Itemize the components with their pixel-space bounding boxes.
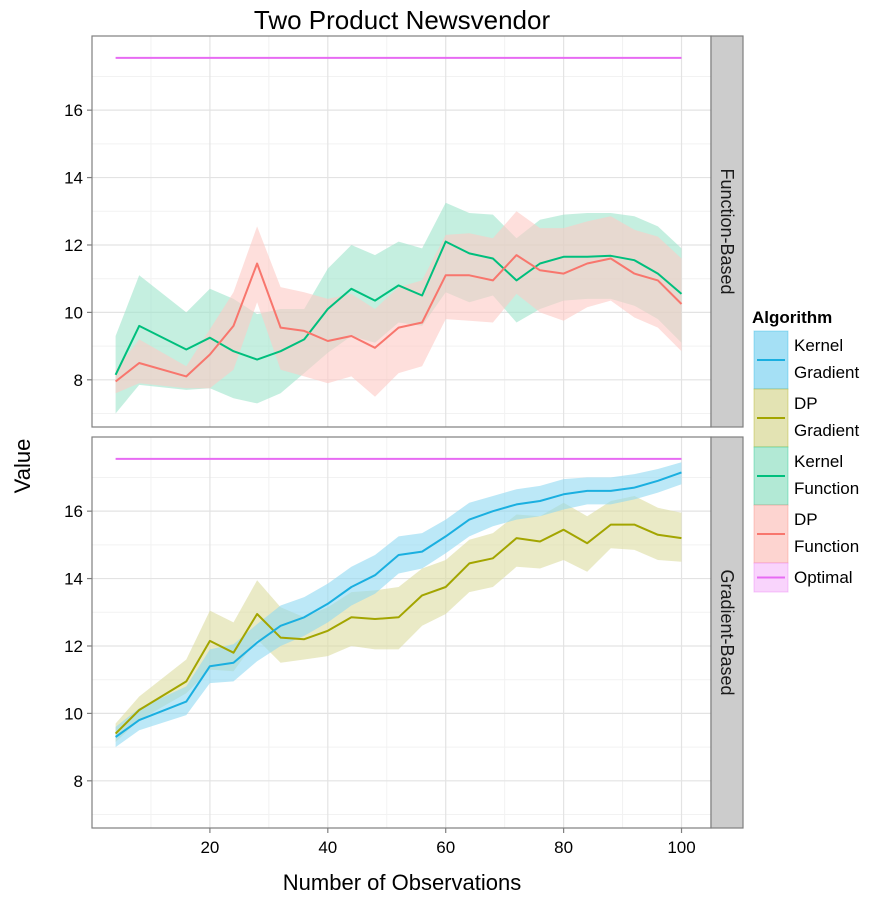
strip-label: Function-Based (717, 168, 737, 294)
strip-label: Gradient-Based (717, 569, 737, 695)
legend-item-optimal: Optimal (753, 562, 853, 593)
y-tick-label: 14 (64, 169, 83, 188)
legend-label: Kernel (794, 452, 843, 471)
strip-background (710, 35, 744, 428)
y-axis-title: Value (10, 439, 35, 494)
x-tick-label: 60 (436, 838, 455, 857)
legend-label: Optimal (794, 568, 853, 587)
panel-function-based: Function-Based 8 10 12 14 16 (64, 35, 744, 428)
y-tick-label: 16 (64, 101, 83, 120)
x-tick-label: 100 (667, 838, 695, 857)
ribbon-dp-function (115, 211, 682, 397)
panels: Function-Based 8 10 12 14 16 Gradient-Based 8 10… (64, 35, 744, 857)
legend-label: Gradient (794, 363, 859, 382)
legend-label: Kernel (794, 336, 843, 355)
line-kernel-function (114, 240, 683, 376)
line-kernel-gradient (115, 471, 682, 738)
legend-item-kernel-function: Kernel Function (753, 446, 859, 506)
legend: Algorithm Kernel Gradient DP Gradient Kernel F… (752, 308, 859, 593)
y-tick-label: 12 (64, 236, 83, 255)
legend-title: Algorithm (752, 308, 832, 327)
legend-item-kernel-gradient: Kernel Gradient (753, 330, 859, 390)
x-tick-label: 40 (318, 838, 337, 857)
legend-label: Function (794, 479, 859, 498)
legend-label: Function (794, 537, 859, 556)
y-tick-label: 14 (64, 570, 83, 589)
ribbon-kernel-gradient (115, 462, 682, 748)
panel-gradient-based: Gradient-Based 8 10 12 14 16 20 40 60 80 100 (64, 436, 744, 857)
y-tick-label: 8 (74, 371, 83, 390)
line-dp-gradient (114, 523, 682, 735)
y-tick-label: 16 (64, 502, 83, 521)
legend-item-dp-function: DP Function (753, 504, 859, 564)
line-dp-function (114, 254, 683, 383)
y-tick-label: 10 (64, 303, 83, 322)
legend-item-dp-gradient: DP Gradient (753, 388, 859, 448)
legend-label: Gradient (794, 421, 859, 440)
x-tick-label: 20 (200, 838, 219, 857)
y-tick-label: 10 (64, 704, 83, 723)
y-tick-label: 12 (64, 637, 83, 656)
strip-background (710, 436, 744, 829)
ribbon-dp-gradient (115, 496, 682, 742)
x-tick-label: 80 (554, 838, 573, 857)
y-tick-label: 8 (74, 772, 83, 791)
x-axis-title: Number of Observations (283, 870, 521, 895)
legend-label: DP (794, 510, 818, 529)
chart-title: Two Product Newsvendor (254, 5, 551, 35)
legend-label: DP (794, 394, 818, 413)
